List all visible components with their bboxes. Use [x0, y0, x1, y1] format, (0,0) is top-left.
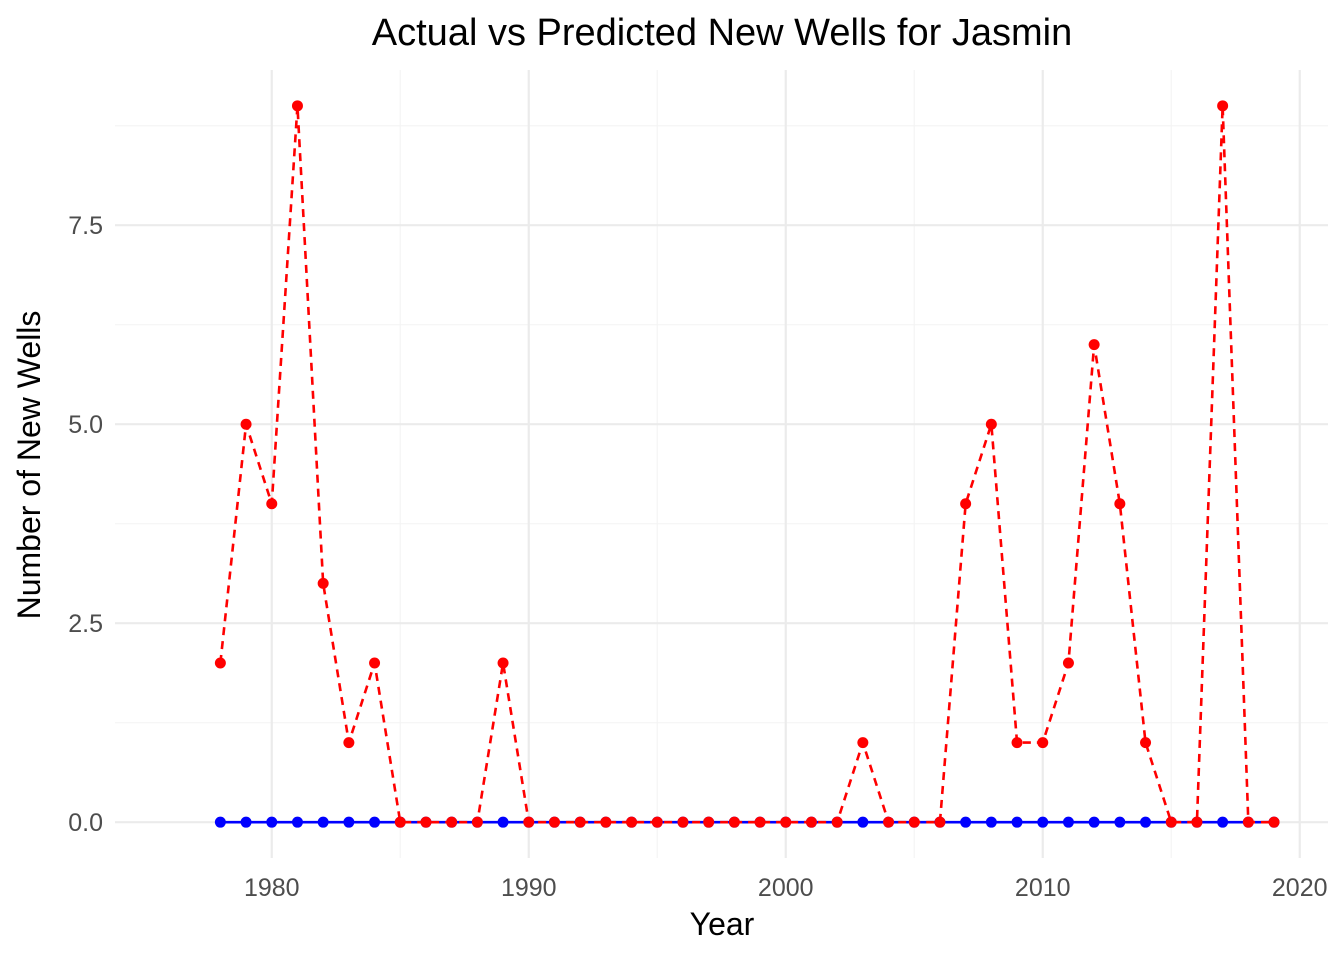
series-1-point — [780, 816, 792, 828]
series-1-point — [317, 577, 329, 589]
series-0-point — [857, 816, 869, 828]
series-1-point — [857, 737, 869, 749]
series-1 — [214, 100, 1280, 828]
series-1-point — [497, 657, 509, 669]
series-1-point — [908, 816, 920, 828]
series-1-point — [1191, 816, 1203, 828]
series-1-point — [523, 816, 535, 828]
series-0-point — [266, 816, 278, 828]
series-1-point — [703, 816, 715, 828]
series-1-point — [1268, 816, 1280, 828]
series-1-point — [1217, 100, 1229, 112]
series-0-point — [291, 816, 303, 828]
series-1-point — [548, 816, 560, 828]
chart-title: Actual vs Predicted New Wells for Jasmin — [372, 12, 1072, 54]
series-1-point — [677, 816, 689, 828]
series-1-point — [394, 816, 406, 828]
series-1-point — [1011, 737, 1023, 749]
series-0-point — [1114, 816, 1126, 828]
x-axis-title: Year — [690, 906, 755, 942]
series-0-point — [497, 816, 509, 828]
y-tick-label: 0.0 — [68, 809, 103, 837]
x-tick-label: 1980 — [244, 874, 300, 902]
series-1-line — [219, 104, 1275, 824]
x-tick-label: 2020 — [1272, 874, 1328, 902]
series-1-point — [240, 418, 252, 430]
series-1-point — [1140, 737, 1152, 749]
series-1-point — [805, 816, 817, 828]
series-1-point — [574, 816, 586, 828]
series-0-point — [1140, 816, 1152, 828]
series-0-point — [240, 816, 252, 828]
series-1-point — [651, 816, 663, 828]
y-axis-title: Number of New Wells — [11, 311, 47, 620]
series-0-point — [1011, 816, 1023, 828]
x-tick-label: 2010 — [1015, 874, 1071, 902]
series-layer — [214, 100, 1280, 828]
series-1-point — [446, 816, 458, 828]
series-1-point — [214, 657, 226, 669]
series-1-point — [291, 100, 303, 112]
y-tick-label: 7.5 — [68, 212, 103, 240]
series-1-point — [1242, 816, 1254, 828]
series-1-point — [831, 816, 843, 828]
series-0-point — [1088, 816, 1100, 828]
y-tick-label: 2.5 — [68, 610, 103, 638]
series-1-point — [266, 498, 278, 510]
series-0-point — [1217, 816, 1229, 828]
series-0-point — [369, 816, 381, 828]
series-0 — [214, 816, 1280, 828]
series-0-point — [985, 816, 997, 828]
series-0-point — [1062, 816, 1074, 828]
series-1-point — [1114, 498, 1126, 510]
series-1-point — [471, 816, 483, 828]
y-tick-label: 5.0 — [68, 411, 103, 439]
x-tick-label: 2000 — [758, 874, 814, 902]
series-1-point — [985, 418, 997, 430]
series-1-point — [754, 816, 766, 828]
series-1-point — [1088, 339, 1100, 351]
series-1-point — [626, 816, 638, 828]
series-1-point — [1165, 816, 1177, 828]
series-1-point — [1062, 657, 1074, 669]
series-0-point — [1037, 816, 1049, 828]
series-0-point — [214, 816, 226, 828]
series-0-point — [317, 816, 329, 828]
series-1-point — [369, 657, 381, 669]
series-1-point — [420, 816, 432, 828]
series-1-point — [600, 816, 612, 828]
series-1-point — [883, 816, 895, 828]
x-tick-label: 1990 — [501, 874, 557, 902]
series-0-point — [343, 816, 355, 828]
series-1-point — [728, 816, 740, 828]
series-0-point — [960, 816, 972, 828]
series-1-point — [934, 816, 946, 828]
tick-labels: 1980 1990 2000 2010 2020 0.0 2.5 5.0 7.5 — [68, 212, 1327, 902]
series-1-point — [960, 498, 972, 510]
series-1-point — [1037, 737, 1049, 749]
series-1-point — [343, 737, 355, 749]
